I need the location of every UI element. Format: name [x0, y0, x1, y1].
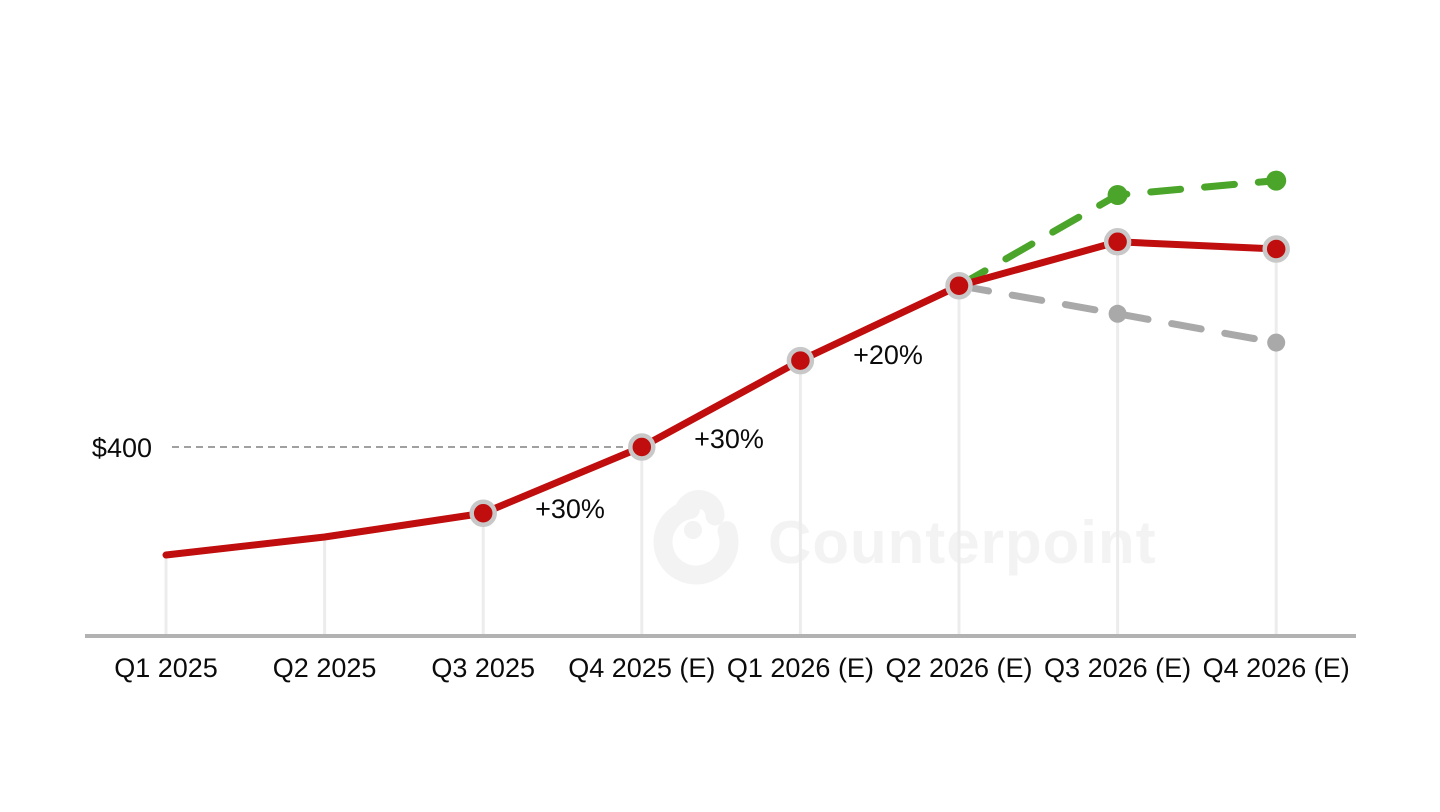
data-point-base	[628, 433, 656, 461]
x-axis-label: Q4 2025 (E)	[568, 653, 715, 683]
data-point-upside	[1266, 170, 1287, 191]
x-axis-label: Q1 2026 (E)	[727, 653, 874, 683]
series-downside	[955, 282, 1286, 352]
x-axis-label: Q3 2025	[431, 653, 535, 683]
gridline-stems	[164, 241, 1278, 636]
counterpoint-logo-icon	[653, 490, 739, 585]
data-point-downside	[1267, 333, 1286, 352]
reference-value-label: $400	[92, 433, 152, 463]
series-base-line	[162, 238, 1280, 559]
growth-annotation: +30%	[535, 494, 605, 524]
x-axis-label: Q3 2026 (E)	[1044, 653, 1191, 683]
data-point-base	[786, 346, 815, 375]
logo-ring	[653, 500, 739, 585]
logo-dot	[684, 521, 702, 539]
x-axis-labels: Q1 2025 Q2 2025 Q3 2025 Q4 2025 (E) Q1 2026 …	[114, 653, 1350, 683]
series-base	[162, 228, 1290, 559]
x-axis-label: Q1 2025	[114, 653, 218, 683]
watermark-text: Counterpoint	[768, 509, 1157, 576]
data-point-upside	[1107, 185, 1128, 205]
logo-curl	[674, 490, 725, 526]
x-axis-label: Q2 2026 (E)	[885, 653, 1032, 683]
annotations: +30% +30% +20%	[535, 340, 923, 524]
watermark: Counterpoint	[653, 490, 1157, 585]
data-point-base	[469, 499, 497, 527]
growth-annotation: +20%	[853, 340, 923, 370]
data-point-downside	[1108, 304, 1127, 323]
series-upside	[955, 170, 1287, 290]
x-axis-label: Q4 2026 (E)	[1203, 653, 1350, 683]
data-point-base	[1103, 228, 1132, 256]
data-point-base	[1262, 235, 1290, 263]
growth-annotation: +30%	[694, 424, 764, 454]
x-axis-label: Q2 2025	[273, 653, 377, 683]
data-point-base	[945, 271, 973, 300]
